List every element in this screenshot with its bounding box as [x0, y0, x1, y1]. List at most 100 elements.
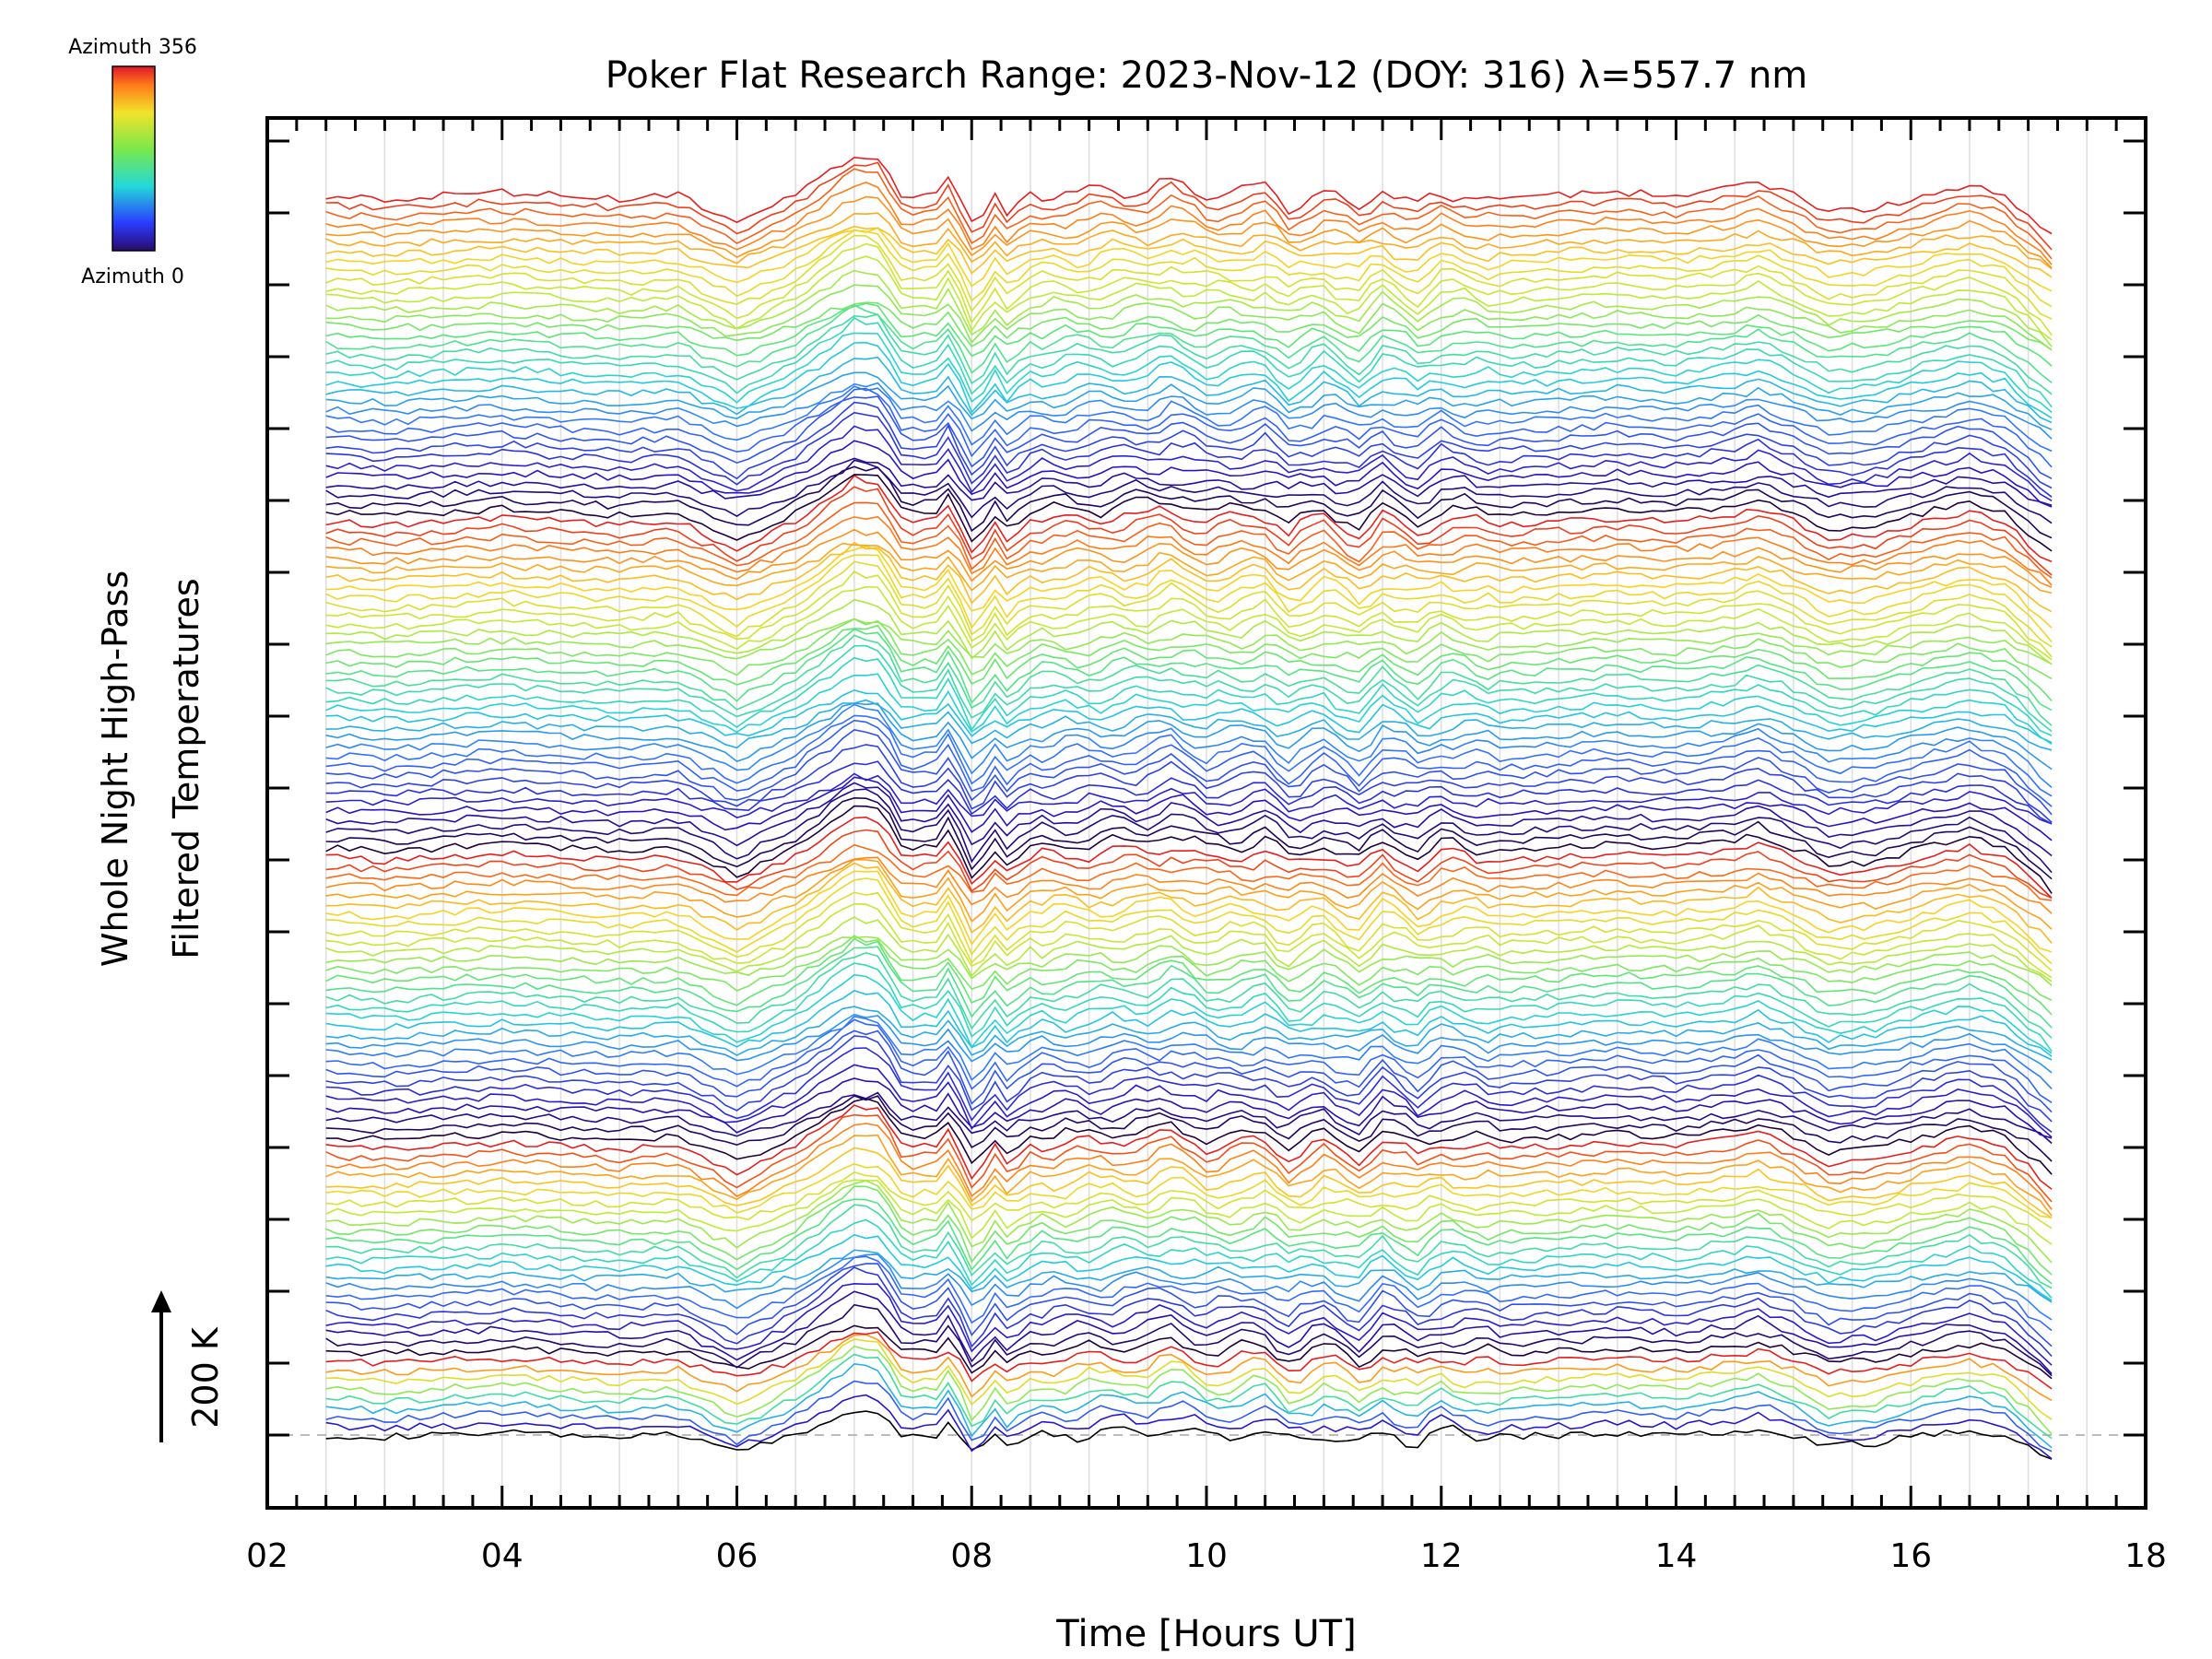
series-line [325, 891, 2053, 971]
series-line [325, 457, 2053, 507]
series-line [325, 284, 2053, 351]
series-line [325, 1282, 2053, 1366]
series-line [325, 1353, 2053, 1440]
series-line [325, 702, 2053, 771]
chart-title: Poker Flat Research Range: 2023-Nov-12 (… [606, 54, 1808, 97]
series-line [325, 1249, 2053, 1303]
series-line [325, 182, 2053, 265]
series-line [325, 425, 2053, 501]
series-line [325, 760, 2053, 825]
series-line [325, 401, 2053, 489]
series-line [325, 1266, 2053, 1358]
scale-bar-arrow-head [151, 1290, 171, 1312]
series-line [325, 962, 2053, 1053]
y-axis-label-line2: Filtered Temperatures [166, 578, 206, 959]
series-line [325, 545, 2053, 629]
series-line [325, 1180, 2053, 1264]
x-tick-label: 18 [2124, 1537, 2167, 1575]
series-line [325, 255, 2053, 341]
series-line [325, 341, 2053, 419]
series-line [325, 554, 2053, 643]
x-tick-label: 04 [481, 1537, 524, 1575]
series-line [325, 225, 2053, 278]
series-line [325, 598, 2053, 665]
x-axis-label: Time [Hours UT] [1055, 1613, 1356, 1655]
series-line [325, 788, 2053, 874]
series-line [325, 618, 2053, 680]
series-line [325, 644, 2053, 733]
series-line [325, 951, 2053, 1039]
series-line [325, 877, 2053, 965]
series-line [325, 332, 2053, 414]
series-line [325, 862, 2053, 944]
y-axis-label-line1: Whole Night High-Pass [95, 571, 135, 967]
series-line [325, 728, 2053, 816]
series-line [325, 1047, 2053, 1134]
series-line [325, 1013, 2053, 1074]
series-line [325, 371, 2053, 430]
series-line [325, 1218, 2053, 1299]
series-line [325, 1233, 2053, 1301]
series-line [325, 870, 2053, 953]
series-line [325, 1064, 2053, 1138]
series-line [325, 570, 2053, 658]
series-line [325, 937, 2053, 1016]
series-line [325, 744, 2053, 823]
series-line [325, 542, 2053, 594]
series-line [325, 1098, 2053, 1175]
series-line [325, 1263, 2053, 1347]
series-line [325, 714, 2053, 797]
axes [265, 116, 2147, 1510]
series-line [325, 1006, 2053, 1061]
series-line [325, 858, 2053, 930]
colorbar: Azimuth 356 Azimuth 0 [68, 36, 197, 288]
series-line [325, 515, 2053, 586]
series-line [325, 1253, 2053, 1321]
series-line [325, 411, 2053, 498]
series-line [325, 528, 2053, 588]
series-line [325, 843, 2053, 901]
series-line [325, 1077, 2053, 1139]
series-line [325, 1104, 2053, 1190]
series-line [325, 234, 2053, 320]
x-tick-label: 14 [1655, 1537, 1698, 1575]
x-tick-label: 10 [1185, 1537, 1228, 1575]
scale-bar: 200 K [151, 1290, 226, 1442]
series-line [325, 486, 2053, 576]
x-tick-label: 08 [950, 1537, 993, 1575]
series-line [325, 156, 2053, 235]
x-tick-label: 12 [1420, 1537, 1463, 1575]
series-line [325, 168, 2053, 260]
series-line [325, 1303, 2053, 1377]
series-line [325, 973, 2053, 1054]
series-line [325, 387, 2053, 468]
series-line [325, 382, 2053, 440]
series-line [325, 560, 2053, 648]
x-tick-label: 06 [716, 1537, 759, 1575]
series-line [325, 313, 2053, 395]
series-line [325, 618, 2053, 665]
series-line [325, 935, 2053, 986]
series-line [325, 902, 2053, 979]
series-line [325, 465, 2053, 539]
series-line [325, 856, 2053, 914]
series-line [325, 776, 2053, 841]
x-tick-label: 16 [1889, 1537, 1932, 1575]
series-line [325, 1290, 2053, 1375]
series-line [325, 1345, 2053, 1435]
series-line [325, 816, 2053, 899]
x-tick-label: 02 [246, 1537, 288, 1575]
series-line [325, 656, 2053, 736]
series-line [325, 1198, 2053, 1285]
series-line [325, 229, 2053, 308]
series-line [325, 474, 2053, 552]
series-line [325, 585, 2053, 661]
series-line [325, 1362, 2053, 1449]
series-line [325, 796, 2053, 880]
series-line [325, 1171, 2053, 1230]
series-line [325, 242, 2053, 336]
series-line [325, 356, 2053, 424]
series-line [325, 673, 2053, 745]
series-line [325, 1394, 2053, 1460]
series-line [325, 935, 2053, 1001]
